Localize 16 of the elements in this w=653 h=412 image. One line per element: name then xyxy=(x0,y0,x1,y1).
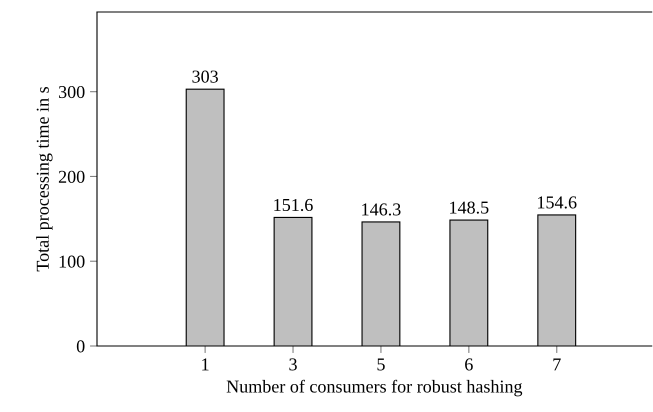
data-label: 303 xyxy=(192,70,218,83)
x-tick-label: 5 xyxy=(377,358,385,371)
y-axis-title: Total processing time in s xyxy=(36,87,53,272)
y-tick-label: 200 xyxy=(58,170,85,183)
data-label: 148.5 xyxy=(450,201,488,214)
x-tick-label: 7 xyxy=(553,358,561,370)
x-tick-label: 3 xyxy=(289,358,297,371)
data-label: 151.6 xyxy=(274,198,313,212)
y-tick-label: 0 xyxy=(76,340,85,352)
data-label: 146.3 xyxy=(362,203,401,216)
y-tick-label: 100 xyxy=(60,255,85,268)
x-axis-title: Number of consumers for robust hashing xyxy=(226,380,522,396)
data-label: 154.6 xyxy=(538,196,577,209)
y-tick-label: 300 xyxy=(58,86,85,98)
x-tick-label: 1 xyxy=(202,358,209,370)
x-tick-label: 6 xyxy=(465,358,473,371)
